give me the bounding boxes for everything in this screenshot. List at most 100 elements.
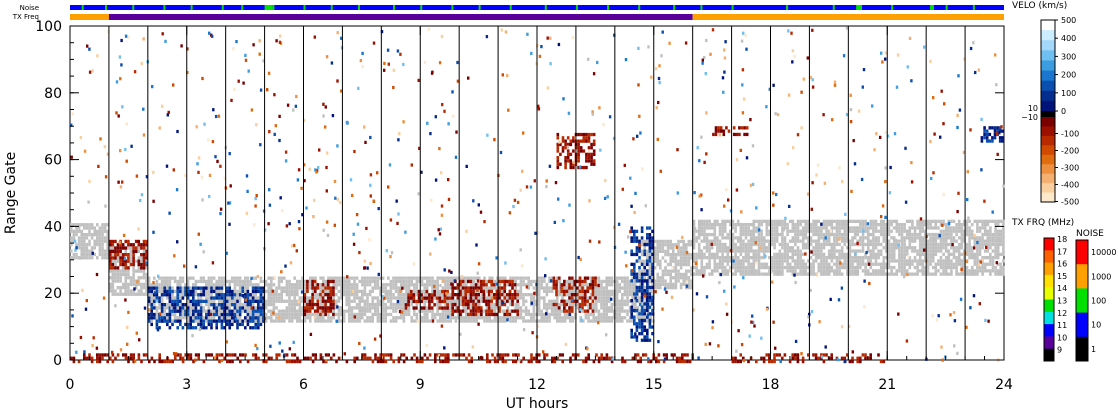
- velocity-cell: [124, 239, 128, 244]
- ground-scatter-cell: [957, 262, 961, 266]
- ground-scatter-cell: [913, 265, 917, 270]
- ground-scatter-cell: [597, 279, 601, 284]
- ground-scatter-cell: [522, 283, 525, 287]
- ground-scatter-cell: [218, 312, 221, 317]
- noise-bar-block: [930, 5, 934, 10]
- ground-scatter-cell: [827, 249, 831, 253]
- velocity-cell: [467, 306, 470, 310]
- velocity-cell: [329, 279, 333, 284]
- ground-scatter-cell: [929, 242, 932, 247]
- ground-scatter-cell: [783, 256, 787, 260]
- ground-scatter-cell: [996, 229, 1000, 233]
- ground-scatter-cell: [108, 289, 112, 293]
- ground-scatter-cell: [968, 226, 971, 230]
- ground-scatter-cell: [444, 316, 447, 320]
- ground-scatter-cell: [639, 316, 642, 320]
- ground-scatter-cell: [835, 239, 839, 243]
- ground-scatter-cell: [721, 232, 724, 237]
- velocity-cell: [412, 306, 416, 310]
- ground-scatter-cell: [431, 312, 434, 317]
- ground-scatter-cell: [781, 252, 784, 256]
- ground-scatter-cell: [483, 309, 486, 313]
- ground-scatter-cell: [270, 276, 273, 280]
- ground-scatter-cell: [407, 276, 411, 280]
- velocity-cell: [417, 299, 421, 304]
- ground-scatter-cell: [864, 262, 867, 266]
- ground-scatter-cell: [402, 299, 406, 303]
- ground-scatter-cell: [504, 309, 507, 313]
- ground-scatter-cell: [522, 276, 525, 280]
- ground-scatter-cell: [264, 316, 268, 320]
- ground-scatter-cell: [937, 246, 940, 250]
- ground-scatter-cell: [682, 276, 685, 280]
- velocity-cell: [487, 279, 491, 284]
- ground-scatter-cell: [602, 296, 606, 300]
- noise-bar-mark: [891, 5, 894, 10]
- ground-scatter-cell: [822, 259, 826, 263]
- ground-scatter-cell: [913, 236, 917, 240]
- velocity-cell: [251, 319, 255, 323]
- ground-scatter-cell: [851, 259, 854, 263]
- velocity-cell: [262, 296, 265, 300]
- ground-scatter-cell: [713, 265, 717, 270]
- ground-scatter-cell: [186, 302, 190, 307]
- ground-scatter-cell: [288, 312, 291, 317]
- ground-scatter-cell: [413, 276, 416, 280]
- velocity-cell: [114, 256, 117, 260]
- ground-scatter-cell: [659, 276, 662, 280]
- ground-scatter-cell: [882, 223, 886, 227]
- ground-scatter-cell: [524, 293, 528, 297]
- ground-scatter-cell: [519, 309, 523, 313]
- ground-scatter-cell: [794, 252, 797, 256]
- ground-scatter-cell: [548, 279, 551, 284]
- ground-scatter-cell: [801, 232, 805, 237]
- ground-scatter-cell: [783, 249, 787, 253]
- ground-scatter-cell: [579, 286, 582, 290]
- ground-scatter-cell: [537, 296, 541, 300]
- ground-scatter-cell: [1002, 239, 1005, 243]
- ground-scatter-cell: [615, 289, 619, 293]
- ground-scatter-cell: [155, 316, 159, 320]
- ground-scatter-cell: [817, 236, 821, 240]
- ground-scatter-cell: [608, 296, 611, 300]
- ground-scatter-cell: [137, 246, 141, 250]
- ground-scatter-cell: [986, 262, 990, 266]
- ground-scatter-cell: [695, 252, 698, 256]
- ground-scatter-cell: [994, 272, 997, 276]
- ground-scatter-cell: [942, 265, 945, 270]
- ground-scatter-cell: [556, 296, 559, 300]
- ground-scatter-cell: [132, 266, 135, 270]
- velocity-cell: [186, 296, 190, 300]
- ground-scatter-cell: [882, 256, 886, 260]
- ground-scatter-cell: [350, 286, 354, 290]
- ground-scatter-cell: [716, 219, 719, 223]
- ground-scatter-cell: [350, 319, 354, 323]
- velocity-cell: [254, 316, 257, 320]
- ground-scatter-cell: [610, 316, 614, 320]
- ground-scatter-cell: [651, 249, 654, 253]
- ground-scatter-cell: [703, 256, 706, 260]
- ground-scatter-cell: [618, 302, 621, 307]
- ground-scatter-cell: [215, 289, 218, 293]
- ground-scatter-cell: [402, 316, 406, 320]
- ground-scatter-cell: [96, 256, 99, 260]
- ground-scatter-cell: [348, 289, 351, 293]
- ground-scatter-cell: [319, 289, 322, 293]
- ground-scatter-cell: [498, 316, 502, 320]
- ground-scatter-cell: [710, 246, 714, 250]
- ground-scatter-cell: [833, 236, 836, 240]
- ground-scatter-cell: [418, 276, 421, 280]
- ground-scatter-cell: [950, 265, 953, 270]
- ground-scatter-cell: [768, 239, 771, 243]
- ground-scatter-cell: [747, 262, 750, 266]
- ground-scatter-cell: [355, 296, 359, 300]
- ground-scatter-cell: [825, 226, 828, 230]
- velocity-cell: [194, 309, 198, 313]
- ground-scatter-cell: [181, 289, 185, 293]
- velocity-cell: [184, 309, 187, 313]
- velocity-cell: [568, 286, 571, 290]
- ground-scatter-cell: [314, 276, 317, 280]
- ground-scatter-cell: [716, 249, 719, 253]
- ground-scatter-cell: [376, 306, 380, 310]
- ground-scatter-cell: [950, 252, 953, 256]
